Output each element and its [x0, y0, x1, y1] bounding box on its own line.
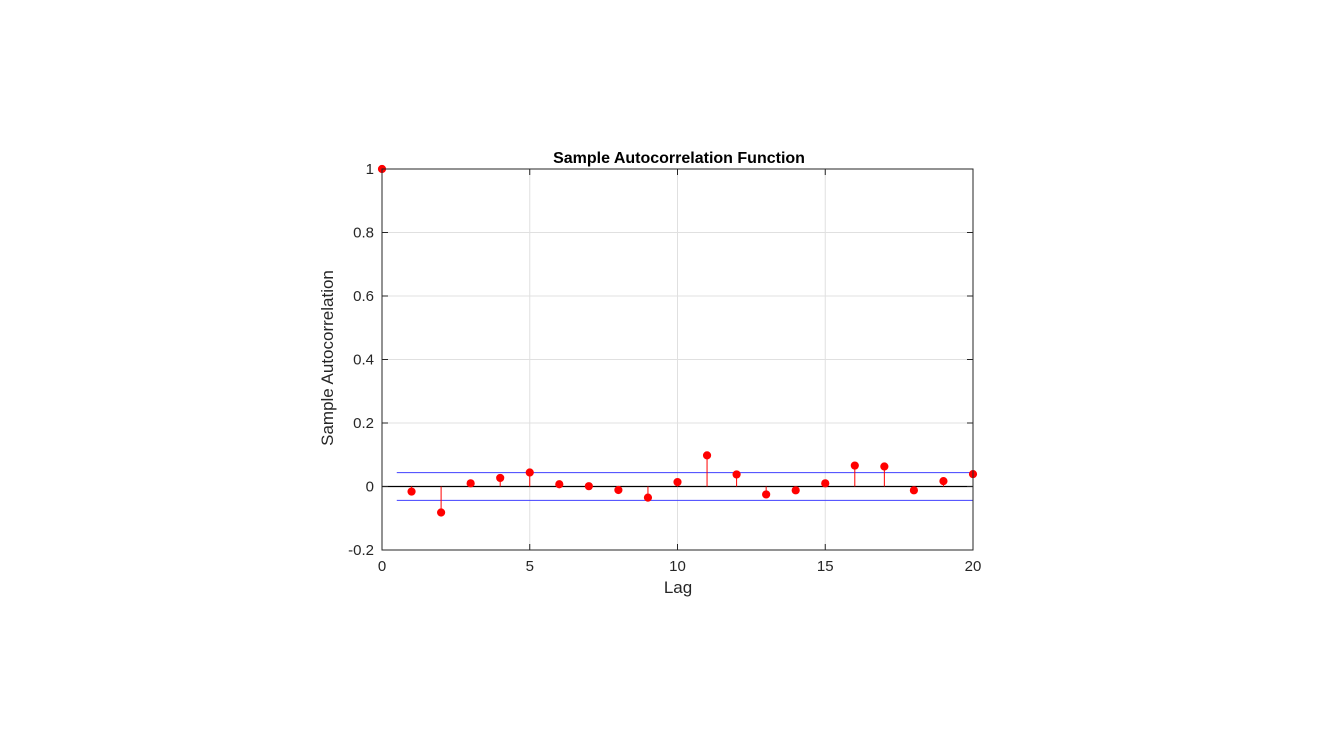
x-tick-label: 15 — [817, 558, 834, 575]
stem-marker — [614, 485, 623, 495]
stem-marker — [939, 477, 948, 486]
stem-marker — [702, 451, 712, 460]
stem-marker — [584, 482, 593, 491]
chart-title: Sample Autocorrelation Function — [553, 150, 805, 167]
stem-series — [377, 164, 978, 517]
stem-marker — [762, 490, 771, 499]
y-tick-label: 0.2 — [353, 415, 374, 432]
y-tick-label: 0.4 — [353, 352, 374, 369]
stem-marker — [525, 468, 534, 477]
stem-marker — [466, 479, 475, 488]
y-tick-label: -0.2 — [348, 542, 374, 559]
grid-lines — [381, 168, 974, 551]
stem-marker — [673, 477, 682, 487]
stem-marker — [555, 480, 564, 489]
y-tick-label: 0.8 — [353, 225, 374, 242]
x-tick-label: 5 — [526, 558, 534, 575]
stem-marker — [850, 461, 859, 470]
x-tick-label: 20 — [965, 558, 982, 575]
x-tick-label: 10 — [669, 558, 686, 575]
y-tick-label: 1 — [366, 161, 374, 178]
stem-marker — [909, 486, 919, 495]
stem-marker — [880, 462, 889, 471]
stem-marker — [791, 486, 800, 495]
x-tick-label: 0 — [378, 558, 386, 575]
stem-marker — [407, 487, 416, 496]
x-axis-label: Lag — [664, 578, 692, 597]
stem-marker — [732, 470, 741, 479]
stem-marker — [643, 493, 653, 502]
stem-marker — [821, 479, 830, 488]
stem-marker — [437, 508, 446, 517]
y-tick-label: 0 — [366, 479, 374, 496]
y-tick-label: 0.6 — [353, 288, 374, 305]
stem-marker — [496, 473, 505, 483]
axis-ticks: 0 5 10 15 20-0.200.20.40.60.81 — [348, 161, 981, 575]
y-axis-label: Sample Autocorrelation — [318, 270, 337, 446]
